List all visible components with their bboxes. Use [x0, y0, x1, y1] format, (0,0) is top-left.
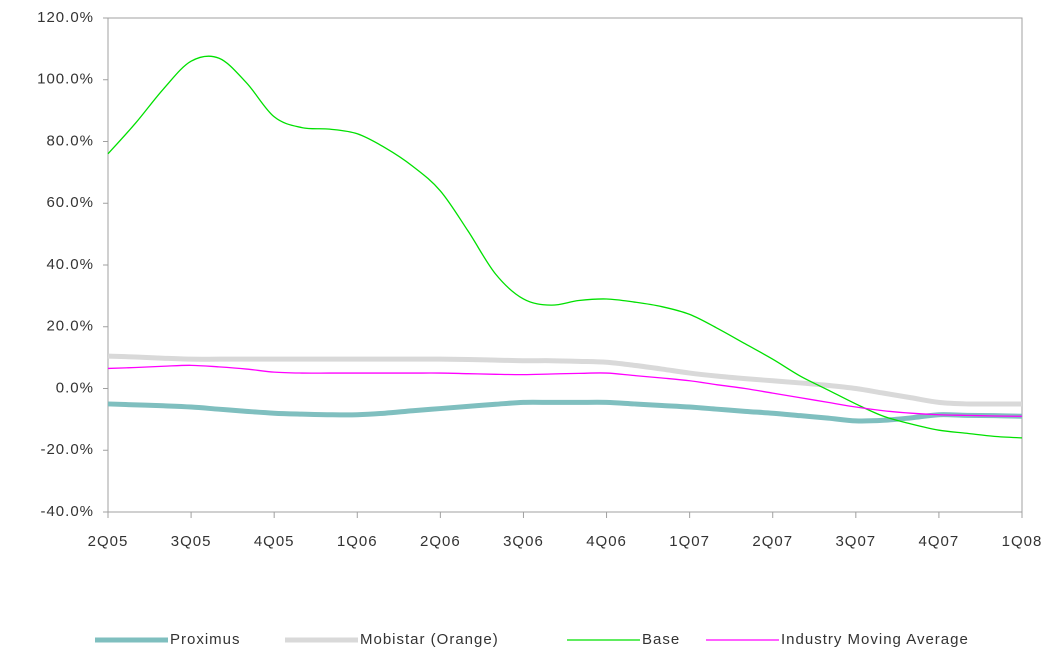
- y-tick-label: 40.0%: [46, 256, 94, 273]
- x-tick-label: 3Q05: [171, 533, 212, 550]
- legend-label: Proximus: [170, 631, 241, 648]
- x-tick-label: 1Q06: [337, 533, 378, 550]
- y-tick-label: -40.0%: [40, 503, 94, 520]
- legend-label: Industry Moving Average: [781, 631, 969, 648]
- x-tick-label: 3Q06: [503, 533, 544, 550]
- legend-label: Base: [642, 631, 680, 648]
- x-tick-label: 2Q07: [752, 533, 793, 550]
- x-tick-label: 3Q07: [835, 533, 876, 550]
- y-tick-label: 60.0%: [46, 194, 94, 211]
- legend-label: Mobistar (Orange): [360, 631, 499, 648]
- x-tick-label: 2Q06: [420, 533, 461, 550]
- x-tick-label: 1Q07: [669, 533, 710, 550]
- x-tick-label: 1Q08: [1002, 533, 1043, 550]
- y-tick-label: 120.0%: [37, 9, 94, 26]
- y-tick-label: 20.0%: [46, 318, 94, 335]
- x-tick-label: 4Q07: [919, 533, 960, 550]
- series-line: [107, 353, 1022, 407]
- series-line: [107, 364, 1023, 417]
- y-tick-label: 0.0%: [56, 379, 94, 396]
- x-tick-label: 4Q06: [586, 533, 627, 550]
- y-tick-label: 100.0%: [37, 71, 94, 88]
- y-tick-label: 80.0%: [46, 132, 94, 149]
- x-tick-label: 2Q05: [88, 533, 129, 550]
- x-tick-label: 4Q05: [254, 533, 295, 550]
- plot-frame: [107, 17, 1023, 513]
- series-line: [107, 55, 1023, 439]
- series-line: [107, 399, 1023, 424]
- y-tick-label: -20.0%: [40, 441, 94, 458]
